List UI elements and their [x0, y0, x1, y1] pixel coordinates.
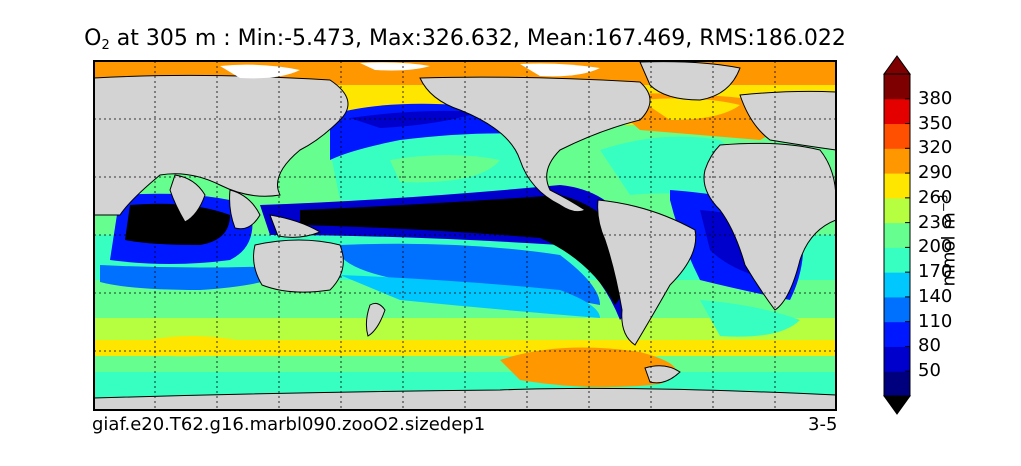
colorbar-max-arrow [883, 55, 911, 75]
colorbar-swatch [884, 346, 910, 372]
unit-exponent: −3 [936, 194, 951, 213]
title-variable-subscript: 2 [101, 38, 110, 53]
colorbar-tick-label: 350 [918, 112, 953, 134]
title-stats: at 305 m : Min:-5.473, Max:326.632, Mean… [109, 26, 846, 51]
colorbar-tick-label: 320 [918, 137, 953, 159]
ice-masked-areas [220, 62, 600, 79]
lat-lon-grid [94, 61, 836, 410]
colorbar-swatch [884, 74, 910, 100]
unit-text: mmol m [938, 212, 960, 287]
title-variable: O [84, 26, 102, 51]
case-name-label: giaf.e20.T62.g16.marbl090.zooO2.sizedep1 [92, 414, 486, 435]
colorbar-swatch [884, 321, 910, 347]
colorbar-swatch [884, 197, 910, 224]
colorbar-tick-label: 200 [918, 236, 953, 258]
colorbar-outline [883, 73, 911, 397]
colorbar-tick-label: 380 [918, 87, 953, 109]
plot-title: O2 at 305 m : Min:-5.473, Max:326.632, M… [0, 26, 930, 53]
colorbar-swatch [884, 222, 910, 248]
colorbar-tick-label: 260 [918, 186, 953, 208]
colorbar-swatch [884, 272, 910, 298]
colorbar-tick-label: 230 [918, 211, 953, 233]
colorbar-min-arrow [883, 395, 911, 415]
colorbar-tick-label: 170 [918, 261, 953, 283]
colorbar-unit-label: mmol m−3 [937, 181, 960, 301]
colorbar-tick-label: 50 [918, 360, 941, 382]
colorbar-swatch [884, 123, 910, 149]
colorbar-swatch [884, 98, 910, 125]
years-label: 3-5 [808, 414, 838, 435]
map-frame [93, 60, 837, 411]
colorbar-swatch [884, 173, 910, 199]
colorbar-swatch [884, 296, 910, 323]
colorbar-tick-label: 80 [918, 335, 941, 357]
colorbar-tick-label: 140 [918, 285, 953, 307]
colorbar-swatch [884, 148, 910, 174]
colorbar-tick-label: 110 [918, 310, 953, 332]
land-masses [94, 61, 836, 410]
colorbar [883, 55, 911, 415]
colorbar-swatch [884, 371, 910, 397]
colorbar-swatch [884, 247, 910, 273]
colorbar-tick-label: 290 [918, 162, 953, 184]
